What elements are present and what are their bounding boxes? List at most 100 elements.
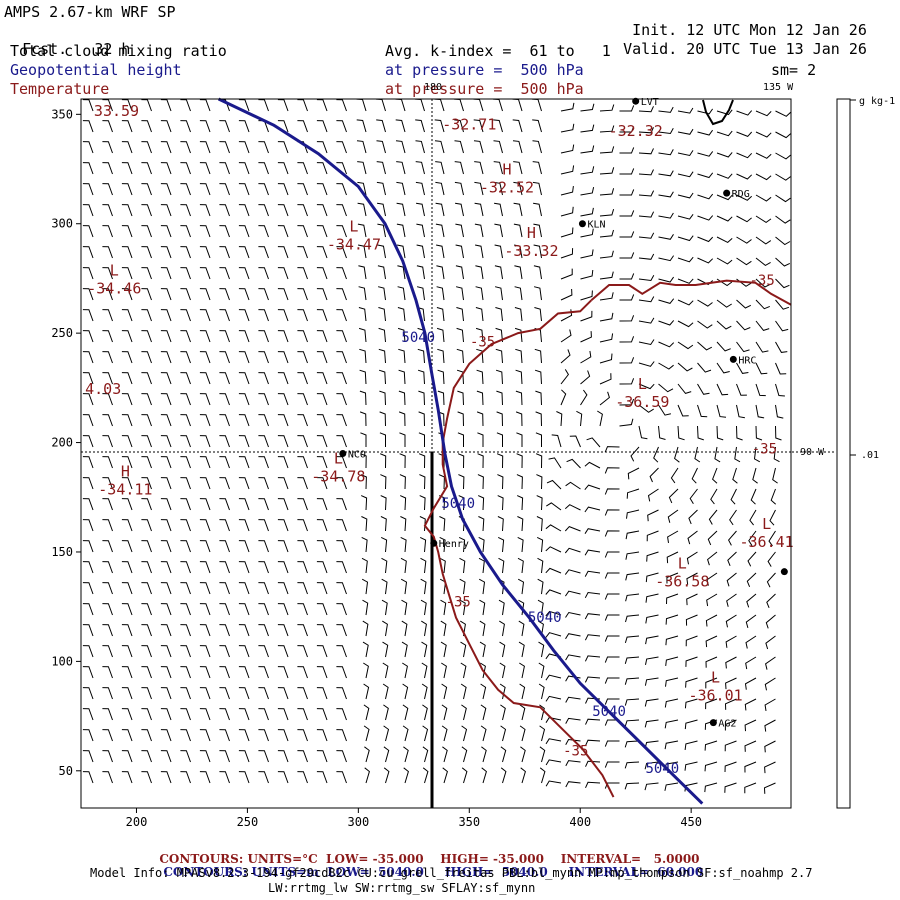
wind-barb — [496, 411, 503, 427]
wind-barb — [82, 603, 94, 616]
wind-barb — [399, 495, 407, 511]
wind-barb — [565, 675, 581, 682]
temperature-contour — [423, 299, 615, 798]
wind-barb — [619, 398, 635, 406]
wind-barb — [219, 267, 230, 280]
wind-barb — [755, 173, 772, 181]
wind-barb — [396, 223, 406, 238]
wind-barb — [716, 215, 733, 222]
wind-barb — [560, 206, 574, 217]
wind-barb — [619, 168, 635, 175]
wind-barb — [402, 683, 409, 700]
wind-barb — [121, 498, 133, 511]
wind-barb — [441, 704, 448, 721]
wind-barb — [415, 181, 425, 196]
wind-barb — [619, 210, 635, 217]
wind-barb — [649, 467, 659, 483]
wind-barb — [619, 336, 635, 343]
wind-barb — [82, 729, 94, 742]
wind-barb — [624, 740, 640, 748]
wind-barb — [459, 599, 466, 616]
station-label: KLN — [587, 220, 605, 231]
wind-barb — [645, 614, 659, 624]
pressure-red: at pressure = 500 hPa — [385, 80, 584, 98]
wind-barb — [121, 477, 133, 490]
wind-barb — [141, 288, 152, 301]
wind-barb — [441, 683, 448, 700]
wind-barb — [604, 677, 620, 684]
wind-barb — [560, 102, 575, 112]
wind-barb — [584, 570, 601, 577]
wind-barb — [238, 183, 250, 196]
wind-barb — [141, 204, 152, 217]
wind-barb — [102, 141, 113, 154]
wind-barb — [770, 488, 777, 505]
wind-barb — [766, 593, 776, 608]
coastline — [702, 99, 734, 126]
height-contours-label: CONTOURS: — [163, 865, 248, 879]
wind-barb — [383, 746, 390, 763]
wind-barb — [238, 267, 250, 280]
wind-barb — [755, 194, 772, 202]
wind-barb — [545, 610, 562, 617]
wind-barb — [440, 599, 447, 616]
wind-barb — [706, 572, 718, 586]
wind-barb — [569, 435, 581, 448]
wind-barb — [277, 729, 289, 742]
wind-barb — [180, 456, 191, 469]
wind-barb — [219, 540, 230, 553]
wind-barb — [727, 530, 737, 546]
wind-barb — [624, 677, 640, 685]
wind-barb — [258, 519, 269, 532]
wind-barb — [625, 614, 640, 623]
wind-barb — [619, 273, 635, 280]
wind-barb — [745, 635, 757, 649]
wind-barb — [141, 603, 152, 616]
wind-barb — [638, 169, 654, 176]
wind-barb — [219, 666, 230, 679]
wind-barb — [677, 404, 689, 417]
wind-barb — [517, 536, 524, 553]
extremum-letter: H — [527, 224, 536, 242]
wind-barb — [638, 106, 654, 113]
wind-barb — [219, 498, 230, 511]
wind-barb — [534, 369, 542, 385]
wind-barb — [102, 330, 113, 343]
y-tick-label: 50 — [59, 764, 73, 778]
wind-barb — [238, 666, 250, 679]
wind-barb — [121, 687, 133, 700]
wind-barb — [461, 704, 467, 721]
wind-barb — [360, 432, 367, 447]
wind-barb — [564, 504, 581, 511]
extremum-value: -34.46 — [87, 279, 141, 297]
meridian-label: 135 W — [763, 82, 794, 93]
station-dot — [632, 97, 640, 105]
wind-barb — [160, 288, 172, 301]
wind-barb — [537, 599, 544, 616]
wind-barb — [580, 331, 592, 343]
stations: RDG KLN HRC NCO Henry AG2 LVT — [339, 97, 788, 730]
wind-barb — [519, 704, 526, 721]
wind-barb — [297, 267, 308, 280]
wind-barb — [599, 229, 614, 238]
wind-barb — [604, 572, 620, 579]
wind-barb — [199, 750, 211, 763]
wind-barb — [645, 656, 659, 665]
wind-barb — [160, 372, 172, 385]
wind-barb — [752, 467, 758, 484]
wind-barb — [102, 519, 113, 532]
wind-barb — [82, 435, 94, 448]
wind-barb — [316, 267, 328, 280]
wind-barb — [121, 246, 133, 259]
wind-barb — [336, 246, 347, 259]
wind-barb — [102, 204, 113, 217]
station-label: LVT — [641, 97, 659, 108]
wind-barb — [604, 467, 620, 474]
wind-barb — [219, 624, 230, 637]
wind-barb — [697, 108, 714, 115]
wind-barb — [121, 225, 133, 238]
station-label: AG2 — [718, 719, 736, 730]
height-contour — [217, 97, 704, 805]
wind-barb — [584, 634, 601, 641]
wind-barb — [199, 414, 211, 427]
